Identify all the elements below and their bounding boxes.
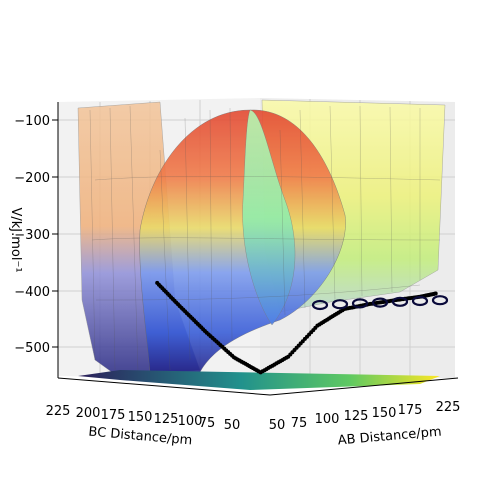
ab-tick-label: 50 xyxy=(269,418,286,433)
trajectory-point xyxy=(433,291,438,296)
z-tick-label: −300 xyxy=(14,228,50,243)
surface-valley xyxy=(242,109,296,326)
axis-lines xyxy=(57,102,459,396)
bc-tick-label: 225 xyxy=(46,404,71,419)
surface-mesh xyxy=(89,105,441,373)
z-tick-label: −200 xyxy=(14,171,50,186)
z-axis-label: V/kJ.mol⁻¹ xyxy=(8,207,23,272)
contour-floor xyxy=(78,370,440,390)
surface-ridge xyxy=(139,109,346,373)
bc-tick-label: 125 xyxy=(154,412,179,427)
trajectory-oscillation xyxy=(371,297,389,308)
z-ticks: −100 −200 −300 −400 −500 xyxy=(14,114,58,356)
ab-tick-label: 125 xyxy=(344,409,369,424)
z-tick-label: −500 xyxy=(14,341,50,356)
ab-tick-label: 225 xyxy=(436,400,461,415)
bc-tick-label: 175 xyxy=(101,408,126,423)
bc-tick-label: 50 xyxy=(224,418,241,433)
trajectory-series xyxy=(155,280,449,375)
bc-ticks: 225 200 175 150 125 100 75 50 xyxy=(46,404,241,433)
ab-axis-label: AB Distance/pm xyxy=(337,425,442,449)
bc-tick-label: 200 xyxy=(76,406,101,421)
bc-tick-label: 75 xyxy=(199,416,216,431)
ab-ticks: 50 75 100 125 150 175 200 225 xyxy=(269,400,461,433)
bc-tick-label: 100 xyxy=(178,414,203,429)
ab-tick-label: 150 xyxy=(372,406,397,421)
trajectory-oscillation xyxy=(331,299,349,310)
trajectory-oscillation xyxy=(351,298,369,309)
trajectory-oscillation xyxy=(411,295,429,307)
trajectory-oscillation xyxy=(431,295,449,306)
trajectory-oscillation xyxy=(311,299,329,311)
z-tick-label: −400 xyxy=(14,285,50,300)
ab-tick-label: 75 xyxy=(291,416,308,431)
trajectory-oscillation xyxy=(391,296,409,307)
z-tick-label: −100 xyxy=(14,114,50,129)
bc-tick-label: 150 xyxy=(128,410,153,425)
ab-tick-label: 175 xyxy=(398,403,423,418)
ab-tick-label: 100 xyxy=(315,412,340,427)
